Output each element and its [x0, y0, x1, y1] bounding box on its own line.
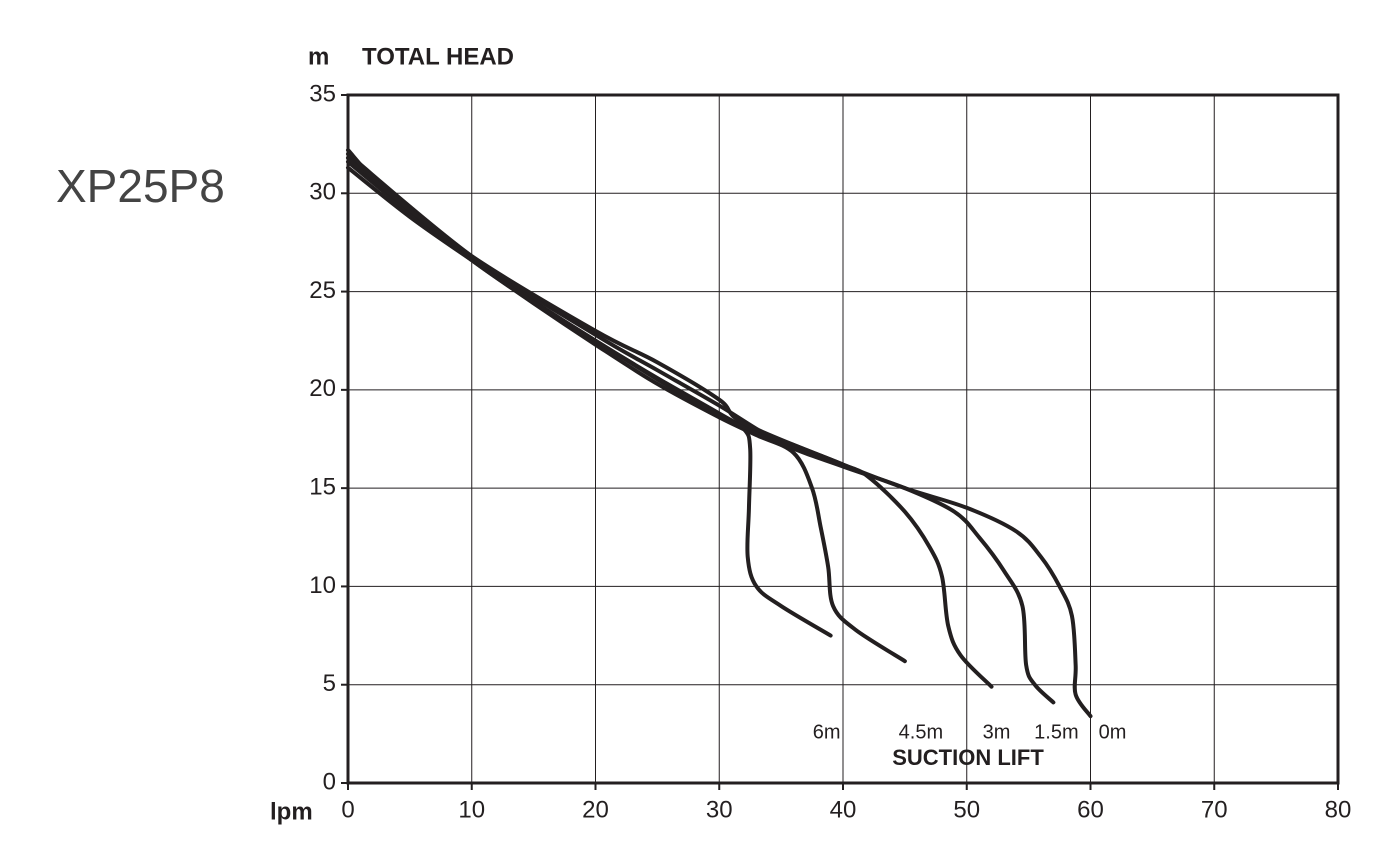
plot-frame: [346, 93, 1340, 785]
y-unit: m: [308, 43, 329, 70]
curve: [346, 148, 1093, 719]
x-tick-label: 0: [341, 796, 354, 823]
y-tick-label: 30: [309, 179, 336, 206]
x-tick-label: 40: [830, 796, 857, 823]
curve: [346, 165, 833, 638]
y-tick-label: 20: [309, 375, 336, 402]
chart-title: XP25P8: [56, 160, 225, 212]
series-label: 1.5m: [1034, 721, 1078, 743]
y-tick-label: 15: [309, 473, 336, 500]
x-tick-label: 60: [1077, 796, 1104, 823]
x-tick-label: 50: [953, 796, 980, 823]
series-label: 6m: [813, 721, 841, 743]
x-tick-label: 70: [1201, 796, 1228, 823]
series-label: 3m: [983, 721, 1011, 743]
x-unit: lpm: [270, 798, 313, 825]
x-tick-label: 20: [582, 796, 609, 823]
series-label: 4.5m: [899, 721, 943, 743]
x-tick-label: 10: [458, 796, 485, 823]
y-tick-label: 5: [323, 670, 336, 697]
series-label: 0m: [1099, 721, 1127, 743]
y-tick-label: 0: [323, 768, 336, 795]
y-tick-label: 25: [309, 277, 336, 304]
x-tick-label: 80: [1325, 796, 1352, 823]
x-tick-label: 30: [706, 796, 733, 823]
x-axis-title: SUCTION LIFT: [892, 745, 1044, 770]
y-tick-label: 10: [309, 572, 336, 599]
y-axis-title: TOTAL HEAD: [362, 43, 514, 70]
y-tick-label: 35: [309, 80, 336, 107]
